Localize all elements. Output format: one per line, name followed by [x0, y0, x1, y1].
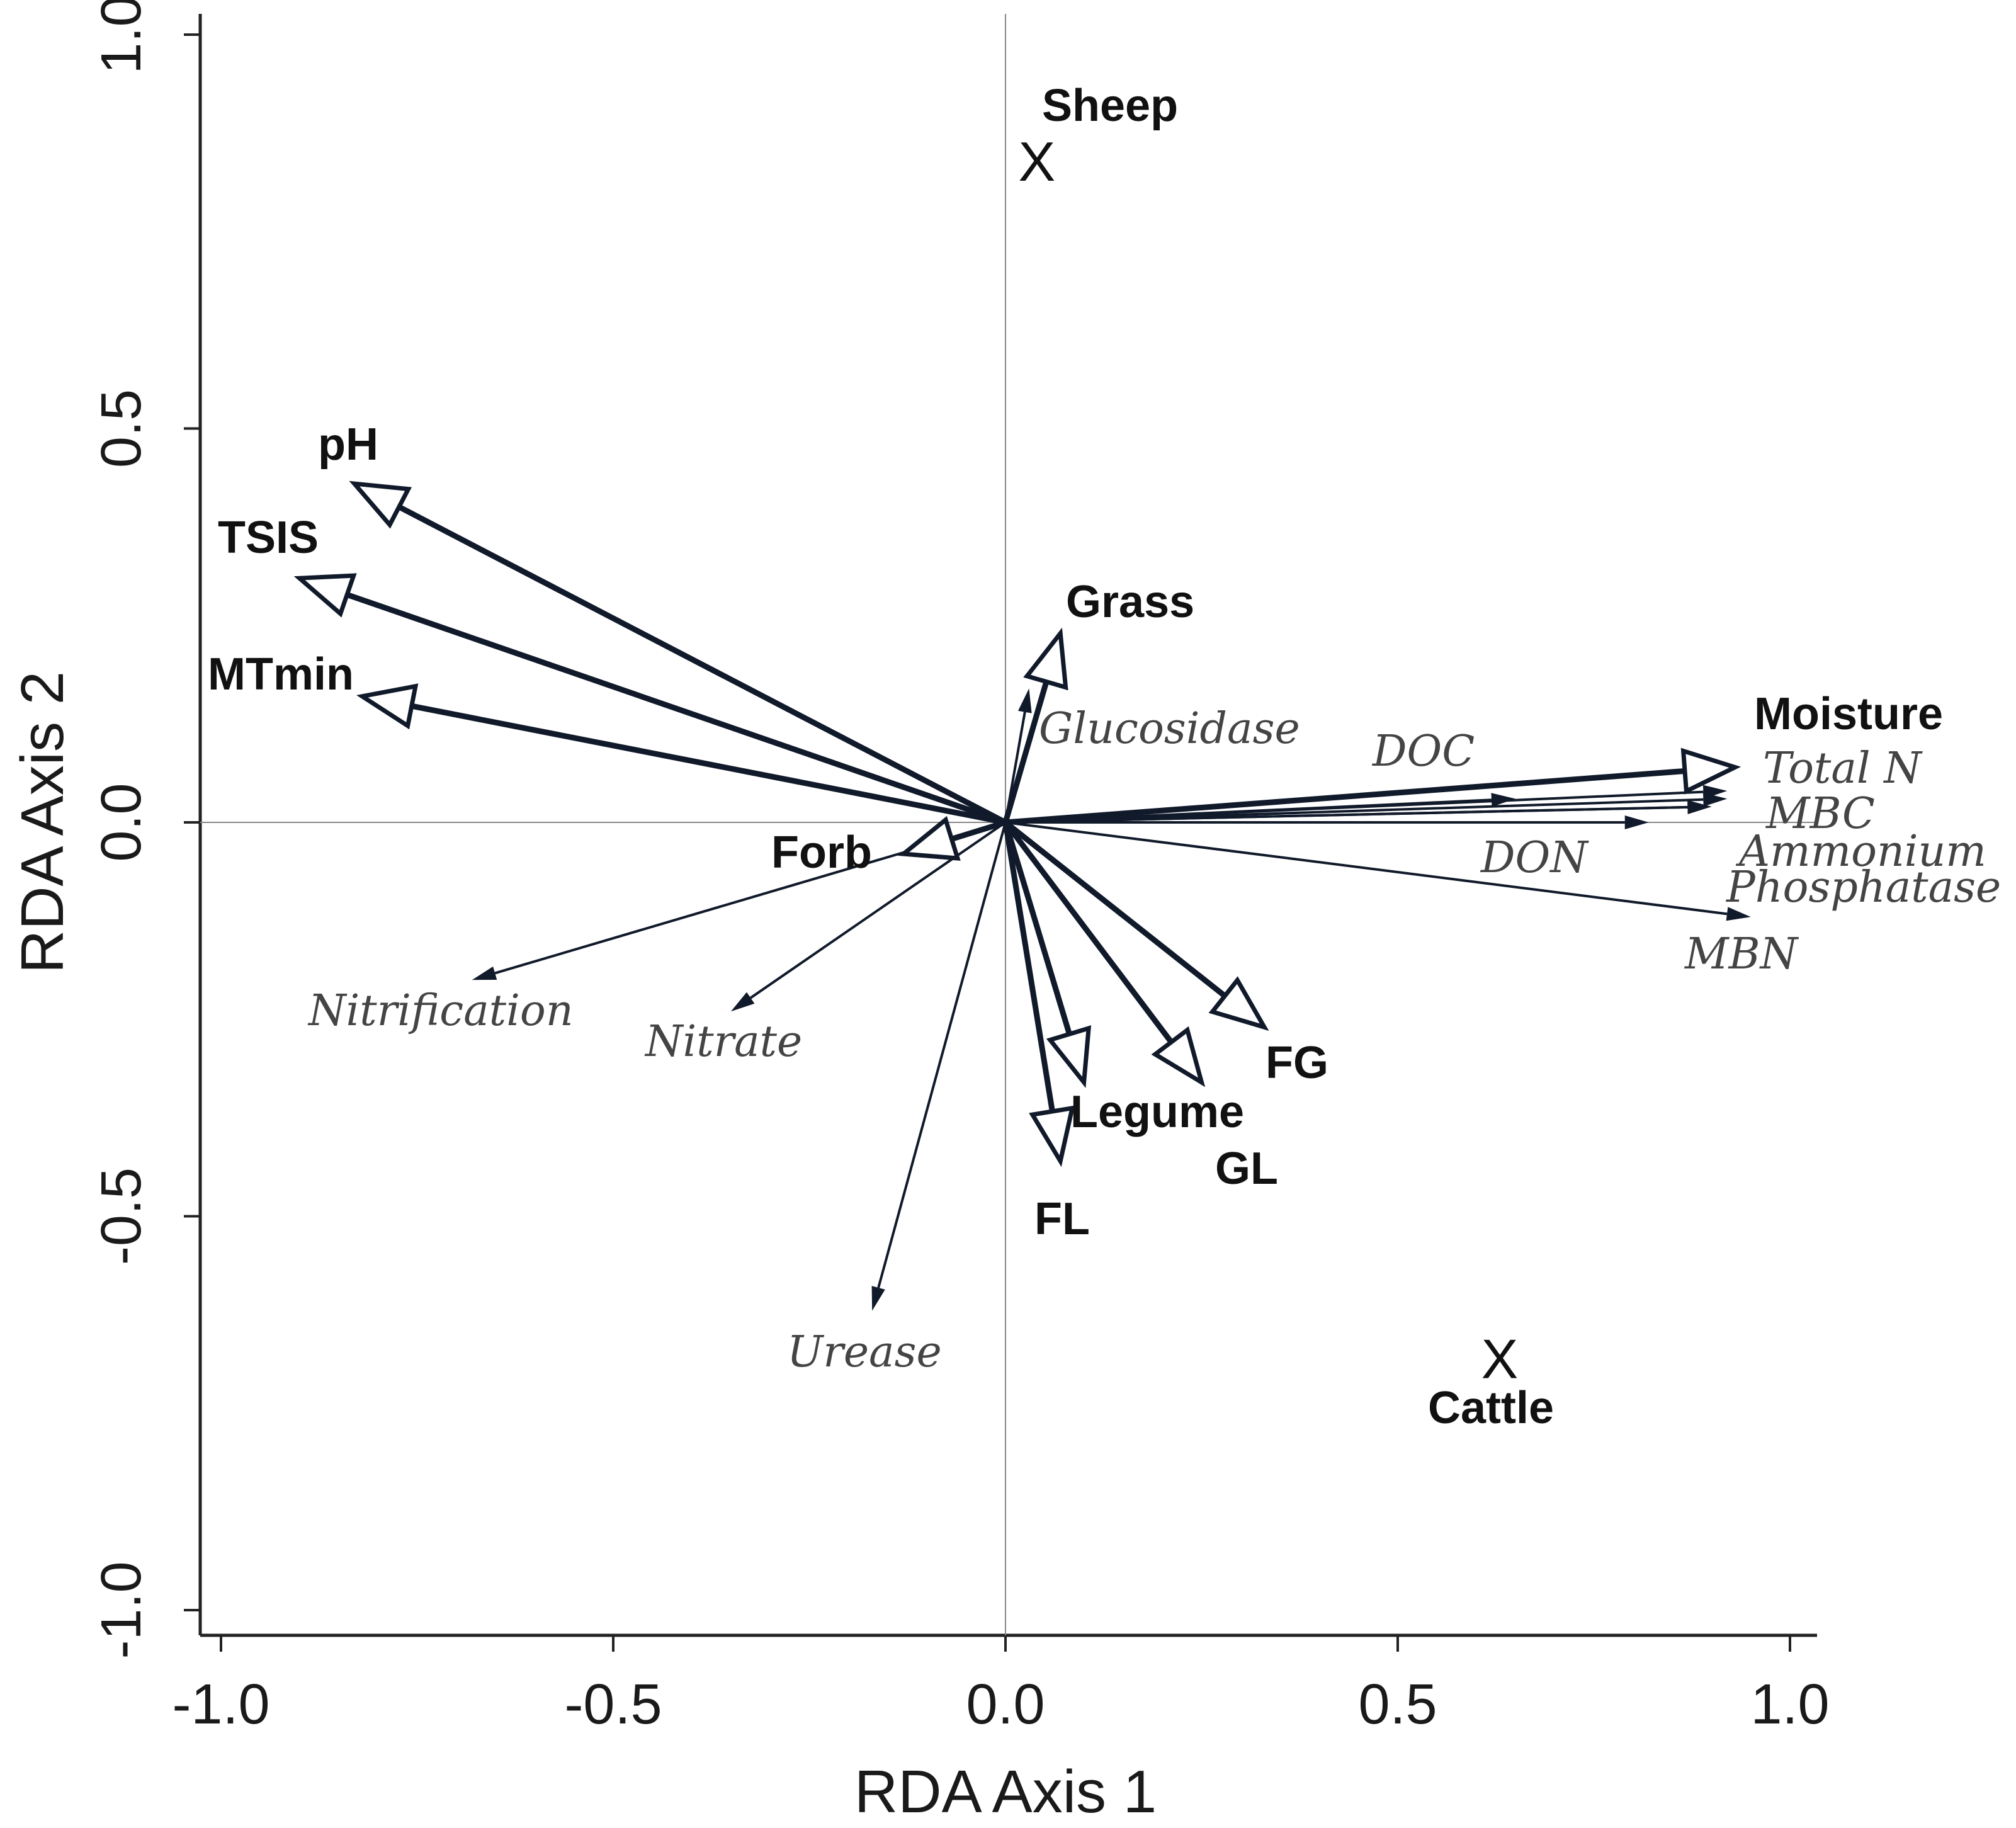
arrow-fg-head [1208, 976, 1269, 1031]
arrow-don-head [1624, 815, 1649, 829]
label-nitrate: Nitrate [644, 1017, 802, 1067]
y-tick-label: -0.5 [90, 1167, 153, 1265]
label-urease: Urease [787, 1327, 942, 1377]
label-mtmin: MTmin [208, 649, 354, 700]
x-axis-title: RDA Axis 1 [854, 1758, 1157, 1825]
arrow-grass-shaft [1002, 679, 1050, 826]
arrow-fl-head [1029, 1105, 1075, 1167]
arrow-nitrification-head [472, 966, 497, 980]
label-mbc: MBC [1765, 789, 1875, 839]
arrow-phosphatase-shaft [1005, 805, 1688, 824]
label-legume: Legume [1070, 1087, 1244, 1137]
label-ammonium: Ammonium [1735, 827, 1986, 877]
label-grass: Grass [1066, 577, 1194, 627]
x-tick-label: -1.0 [172, 1673, 269, 1736]
arrow-phosphatase-head [1687, 800, 1712, 814]
arrow-fl-shaft [1002, 819, 1055, 1115]
x-tick-label: 0.5 [1358, 1673, 1437, 1736]
axes: -1.0 -0.5 0.0 0.5 1.0 -1.0 -0.5 0.0 0.5 1.0 RDA Ax… [9, 0, 1830, 1825]
arrow-forb-shaft [948, 819, 1009, 842]
y-tick-label: 0.5 [90, 389, 153, 468]
label-phosphatase: Phosphatase [1725, 863, 2001, 912]
marker-sheep: X [1018, 130, 1055, 193]
label-forb: Forb [771, 827, 872, 878]
arrows [293, 480, 1751, 1311]
arrow-fg-shaft [1002, 819, 1228, 999]
arrow-legume-head [1151, 1026, 1206, 1087]
label-mbn: MBN [1684, 929, 1799, 979]
arrow-tsis-head [293, 573, 357, 618]
label-doc: DOC [1371, 727, 1475, 776]
y-axis-title: RDA Axis 2 [9, 671, 76, 974]
arrow-glucosidase-head [1017, 688, 1032, 713]
arrow-moisture-head [1680, 747, 1741, 795]
marker-cattle: X [1481, 1328, 1519, 1390]
arrow-urease-head [871, 1286, 885, 1311]
x-tick-label: 0.0 [966, 1673, 1045, 1736]
plot-frame [198, 14, 1817, 1637]
arrow-mbc-head [1702, 792, 1728, 807]
x-tick-label: 1.0 [1750, 1673, 1829, 1736]
arrow-legume-shaft [1002, 819, 1174, 1045]
arrow-mtmin-head [356, 683, 419, 730]
label-cattle: Cattle [1428, 1383, 1554, 1433]
label-sheep: Sheep [1042, 81, 1178, 131]
label-gl: GL [1215, 1144, 1278, 1194]
arrow-urease-shaft [877, 822, 1007, 1288]
y-tick-label: -1.0 [90, 1561, 153, 1659]
y-tick-label: 0.0 [90, 783, 153, 861]
label-fg: FG [1266, 1038, 1328, 1088]
arrow-ph-shaft [396, 504, 1009, 826]
label-don: DON [1480, 833, 1589, 883]
arrow-moisture-shaft [1002, 768, 1688, 826]
arrow-ph-head [349, 480, 412, 529]
label-tsis: TSIS [218, 513, 319, 563]
arrow-mbn-head [1726, 907, 1751, 921]
arrow-forb-head [898, 815, 961, 861]
arrow-tsis-shaft [344, 591, 1009, 826]
label-total-n: Total N [1763, 744, 1923, 793]
arrow-nitrate-head [730, 992, 755, 1012]
arrow-total-n-shaft [1005, 790, 1704, 824]
y-tick-label: 1.0 [90, 0, 153, 74]
arrow-mbn-shaft [1005, 821, 1728, 916]
label-moisture: Moisture [1754, 689, 1943, 739]
arrow-grass-head [1023, 627, 1068, 691]
arrow-nitrate-shaft [750, 821, 1007, 999]
label-nitrification: Nitrification [307, 986, 574, 1036]
label-fl: FL [1034, 1194, 1090, 1244]
label-ph: pH [318, 419, 378, 470]
arrow-gl-shaft [1002, 819, 1072, 1037]
x-tick-label: -0.5 [564, 1673, 662, 1736]
arrow-mtmin-shaft [409, 703, 1009, 826]
arrow-gl-head [1046, 1025, 1092, 1088]
label-glucosidase: Glucosidase [1039, 704, 1300, 754]
